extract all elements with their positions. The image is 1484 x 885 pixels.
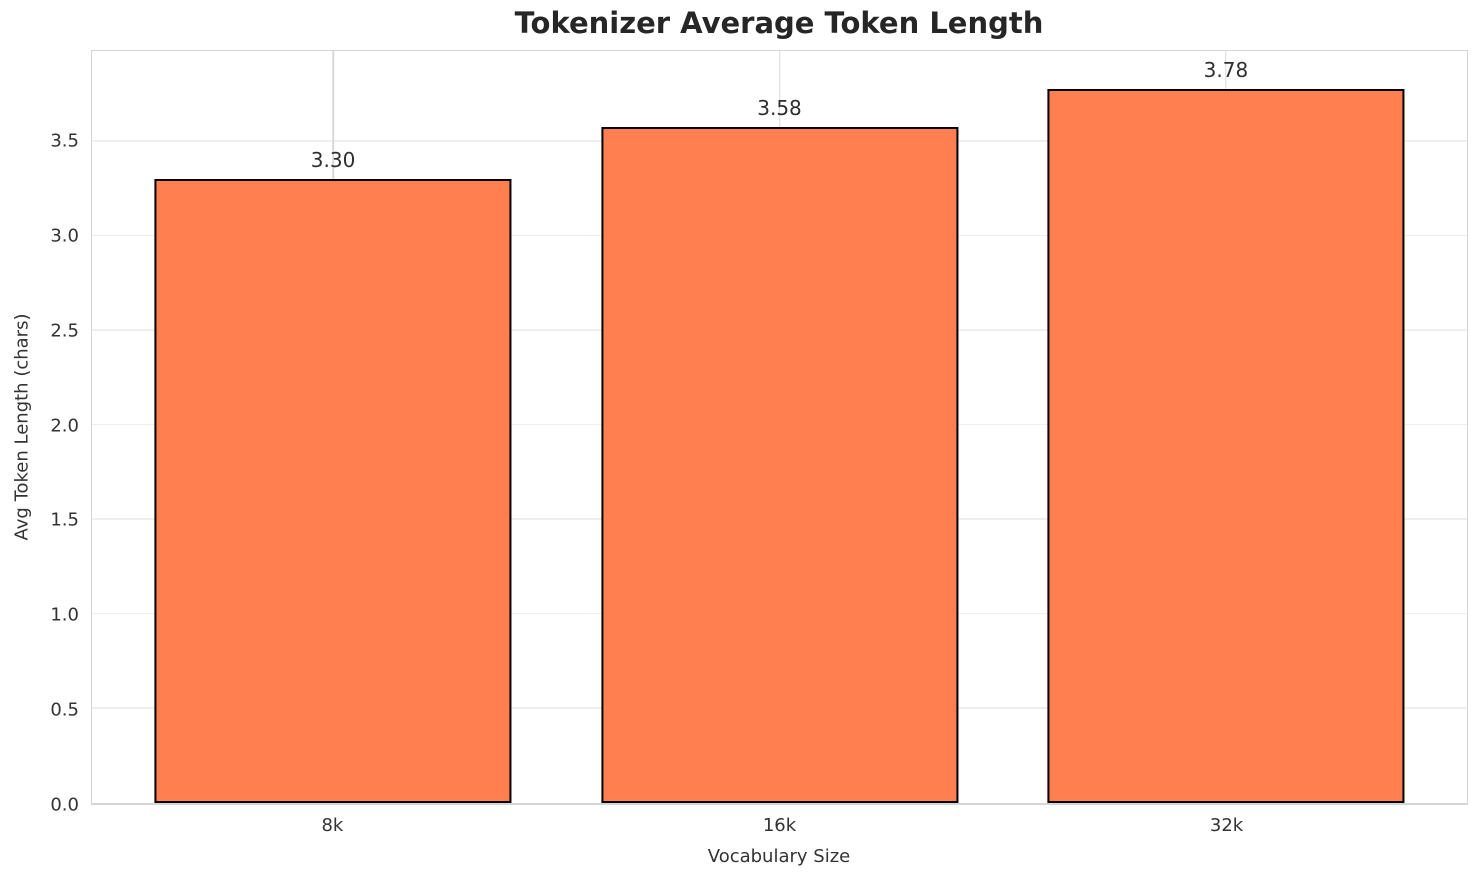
y-tick-label: 3.5 [50,130,79,152]
y-tick-label: 1.5 [50,509,79,531]
bar-8k [154,179,512,803]
x-tick-label: 8k [321,815,344,836]
y-tick-label: 3.0 [50,225,79,247]
plot-area: 3.30 3.58 3.78 [91,50,1468,805]
x-tick-label: 32k [1209,815,1244,836]
x-tick-label: 16k [762,815,797,836]
y-tick-label: 1.0 [50,604,79,626]
bar-16k [600,126,959,803]
bar-value-label: 3.30 [310,148,356,173]
y-tick-label: 2.0 [50,415,79,437]
y-tick-label: 0.5 [50,699,79,721]
y-tick-label: 0.0 [50,794,79,816]
x-axis-label: Vocabulary Size [707,846,851,867]
bar-value-label: 3.78 [1203,57,1249,82]
y-tick-label: 2.5 [50,320,79,342]
bar-32k [1047,88,1405,803]
chart-title: Tokenizer Average Token Length [514,6,1044,40]
bar-value-label: 3.58 [757,95,802,120]
